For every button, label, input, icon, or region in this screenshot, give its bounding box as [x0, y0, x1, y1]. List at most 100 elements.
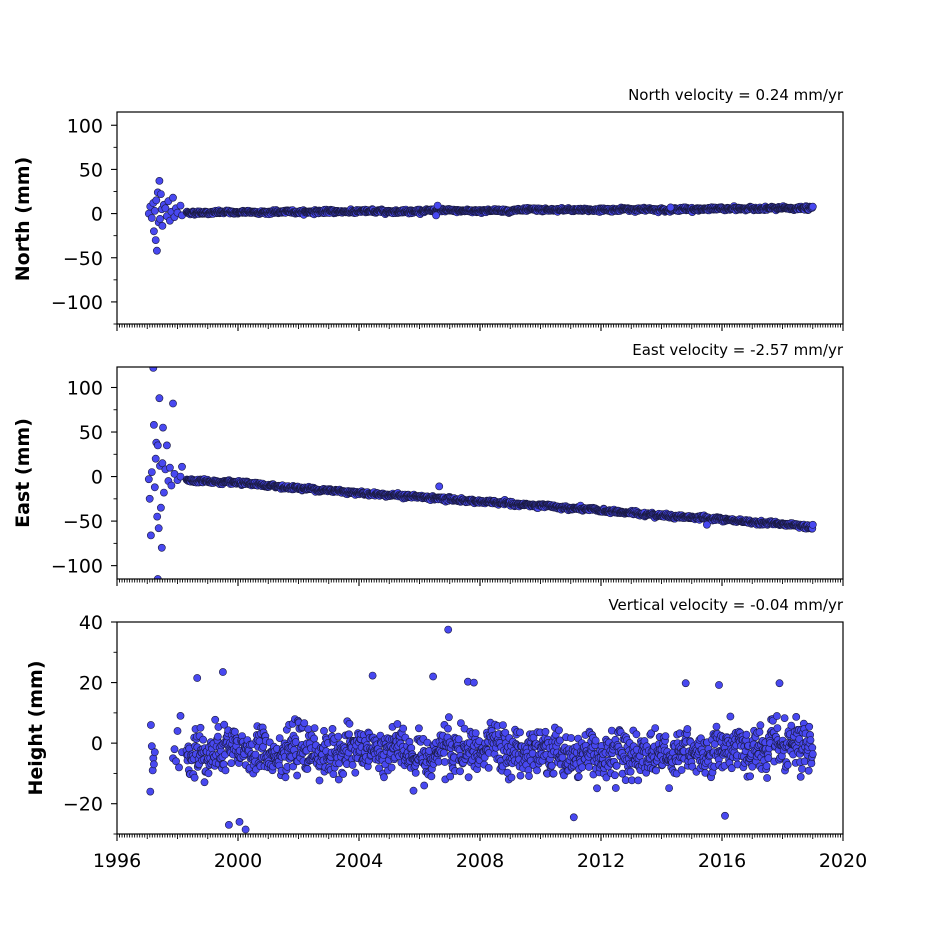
data-point	[555, 726, 563, 735]
data-point	[150, 748, 159, 757]
data-point	[169, 193, 177, 202]
data-point	[300, 719, 309, 727]
y-tick-label: 0	[91, 733, 103, 755]
data-point	[746, 772, 754, 781]
height-axis-label: Height (mm)	[25, 660, 47, 795]
data-point	[339, 770, 348, 778]
data-point	[196, 723, 205, 732]
data-point	[556, 736, 564, 745]
outlier-point	[241, 825, 250, 834]
data-point	[626, 767, 635, 776]
north-axis-label: North (mm)	[12, 157, 34, 282]
data-point	[471, 729, 480, 737]
data-point	[558, 753, 567, 762]
data-point	[806, 736, 815, 744]
data-point	[146, 531, 155, 540]
data-point	[176, 201, 185, 210]
data-point	[375, 764, 383, 773]
data-point	[170, 745, 179, 754]
data-point	[762, 762, 771, 770]
data-point	[501, 728, 510, 737]
outlier-point	[432, 211, 440, 220]
data-point	[387, 763, 396, 772]
data-point	[221, 766, 230, 775]
data-point	[152, 246, 161, 255]
data-point	[281, 773, 290, 782]
data-point	[805, 722, 814, 731]
data-point	[661, 732, 670, 740]
data-point	[567, 734, 575, 742]
east-panel-title: East velocity = -2.57 mm/yr	[632, 341, 844, 359]
east-axis-label: East (mm)	[12, 418, 34, 528]
data-point	[149, 367, 158, 372]
east-panel: East velocity = -2.57 mm/yr East (mm) 10…	[12, 341, 844, 586]
data-point	[158, 459, 167, 468]
data-point	[647, 729, 656, 738]
data-point	[796, 773, 805, 781]
east-plot-area	[144, 367, 817, 579]
data-point	[651, 724, 660, 732]
outlier-point	[193, 674, 202, 682]
data-point	[585, 763, 593, 771]
data-point	[151, 454, 160, 463]
north-panel-title: North velocity = 0.24 mm/yr	[628, 86, 844, 104]
data-point	[159, 423, 167, 432]
data-point	[652, 766, 660, 775]
data-point	[144, 475, 153, 484]
data-point	[176, 712, 185, 720]
data-point	[780, 714, 789, 722]
height-panel: Vertical velocity = -0.04 mm/yr Height (…	[25, 596, 867, 872]
outlier-point	[224, 821, 233, 829]
data-point	[230, 727, 239, 736]
data-point	[783, 761, 792, 769]
data-point	[334, 775, 343, 784]
y-tick-label: 100	[67, 115, 103, 137]
data-point	[150, 206, 159, 215]
data-point	[807, 759, 816, 768]
data-point	[440, 758, 449, 766]
y-tick-label: 20	[79, 673, 103, 695]
data-point	[251, 750, 260, 759]
outlier-point	[429, 672, 437, 681]
data-point	[763, 774, 771, 782]
y-tick-label: 0	[91, 467, 103, 489]
data-point	[756, 721, 765, 730]
outlier-point	[153, 575, 162, 579]
data-point	[169, 399, 177, 408]
y-tick-label: 50	[79, 422, 103, 444]
data-point	[159, 488, 168, 497]
data-point	[516, 728, 524, 737]
data-point	[808, 520, 817, 529]
height-panel-title: Vertical velocity = -0.04 mm/yr	[608, 596, 843, 614]
data-point	[808, 743, 817, 752]
outlier-point	[775, 679, 784, 688]
data-point	[156, 190, 165, 198]
data-point	[151, 236, 160, 244]
data-point	[204, 769, 213, 778]
data-point	[158, 221, 167, 230]
data-point	[574, 772, 583, 781]
data-point	[484, 764, 493, 772]
data-point	[507, 773, 516, 782]
data-point	[444, 724, 452, 733]
data-point	[516, 771, 525, 780]
data-point	[804, 766, 813, 775]
data-point	[345, 719, 354, 728]
data-point	[773, 724, 782, 732]
data-point	[147, 468, 156, 476]
data-point	[154, 524, 163, 533]
data-point	[161, 204, 170, 213]
data-point	[334, 732, 343, 741]
data-point	[147, 214, 156, 222]
data-point	[146, 721, 155, 729]
outlier-point	[435, 482, 444, 491]
data-point	[464, 773, 473, 782]
data-point	[149, 227, 158, 236]
data-point	[677, 766, 686, 774]
data-point	[409, 786, 418, 795]
outlier-point	[703, 520, 711, 529]
data-point	[688, 762, 697, 771]
data-point	[156, 503, 165, 512]
data-point	[153, 441, 162, 450]
